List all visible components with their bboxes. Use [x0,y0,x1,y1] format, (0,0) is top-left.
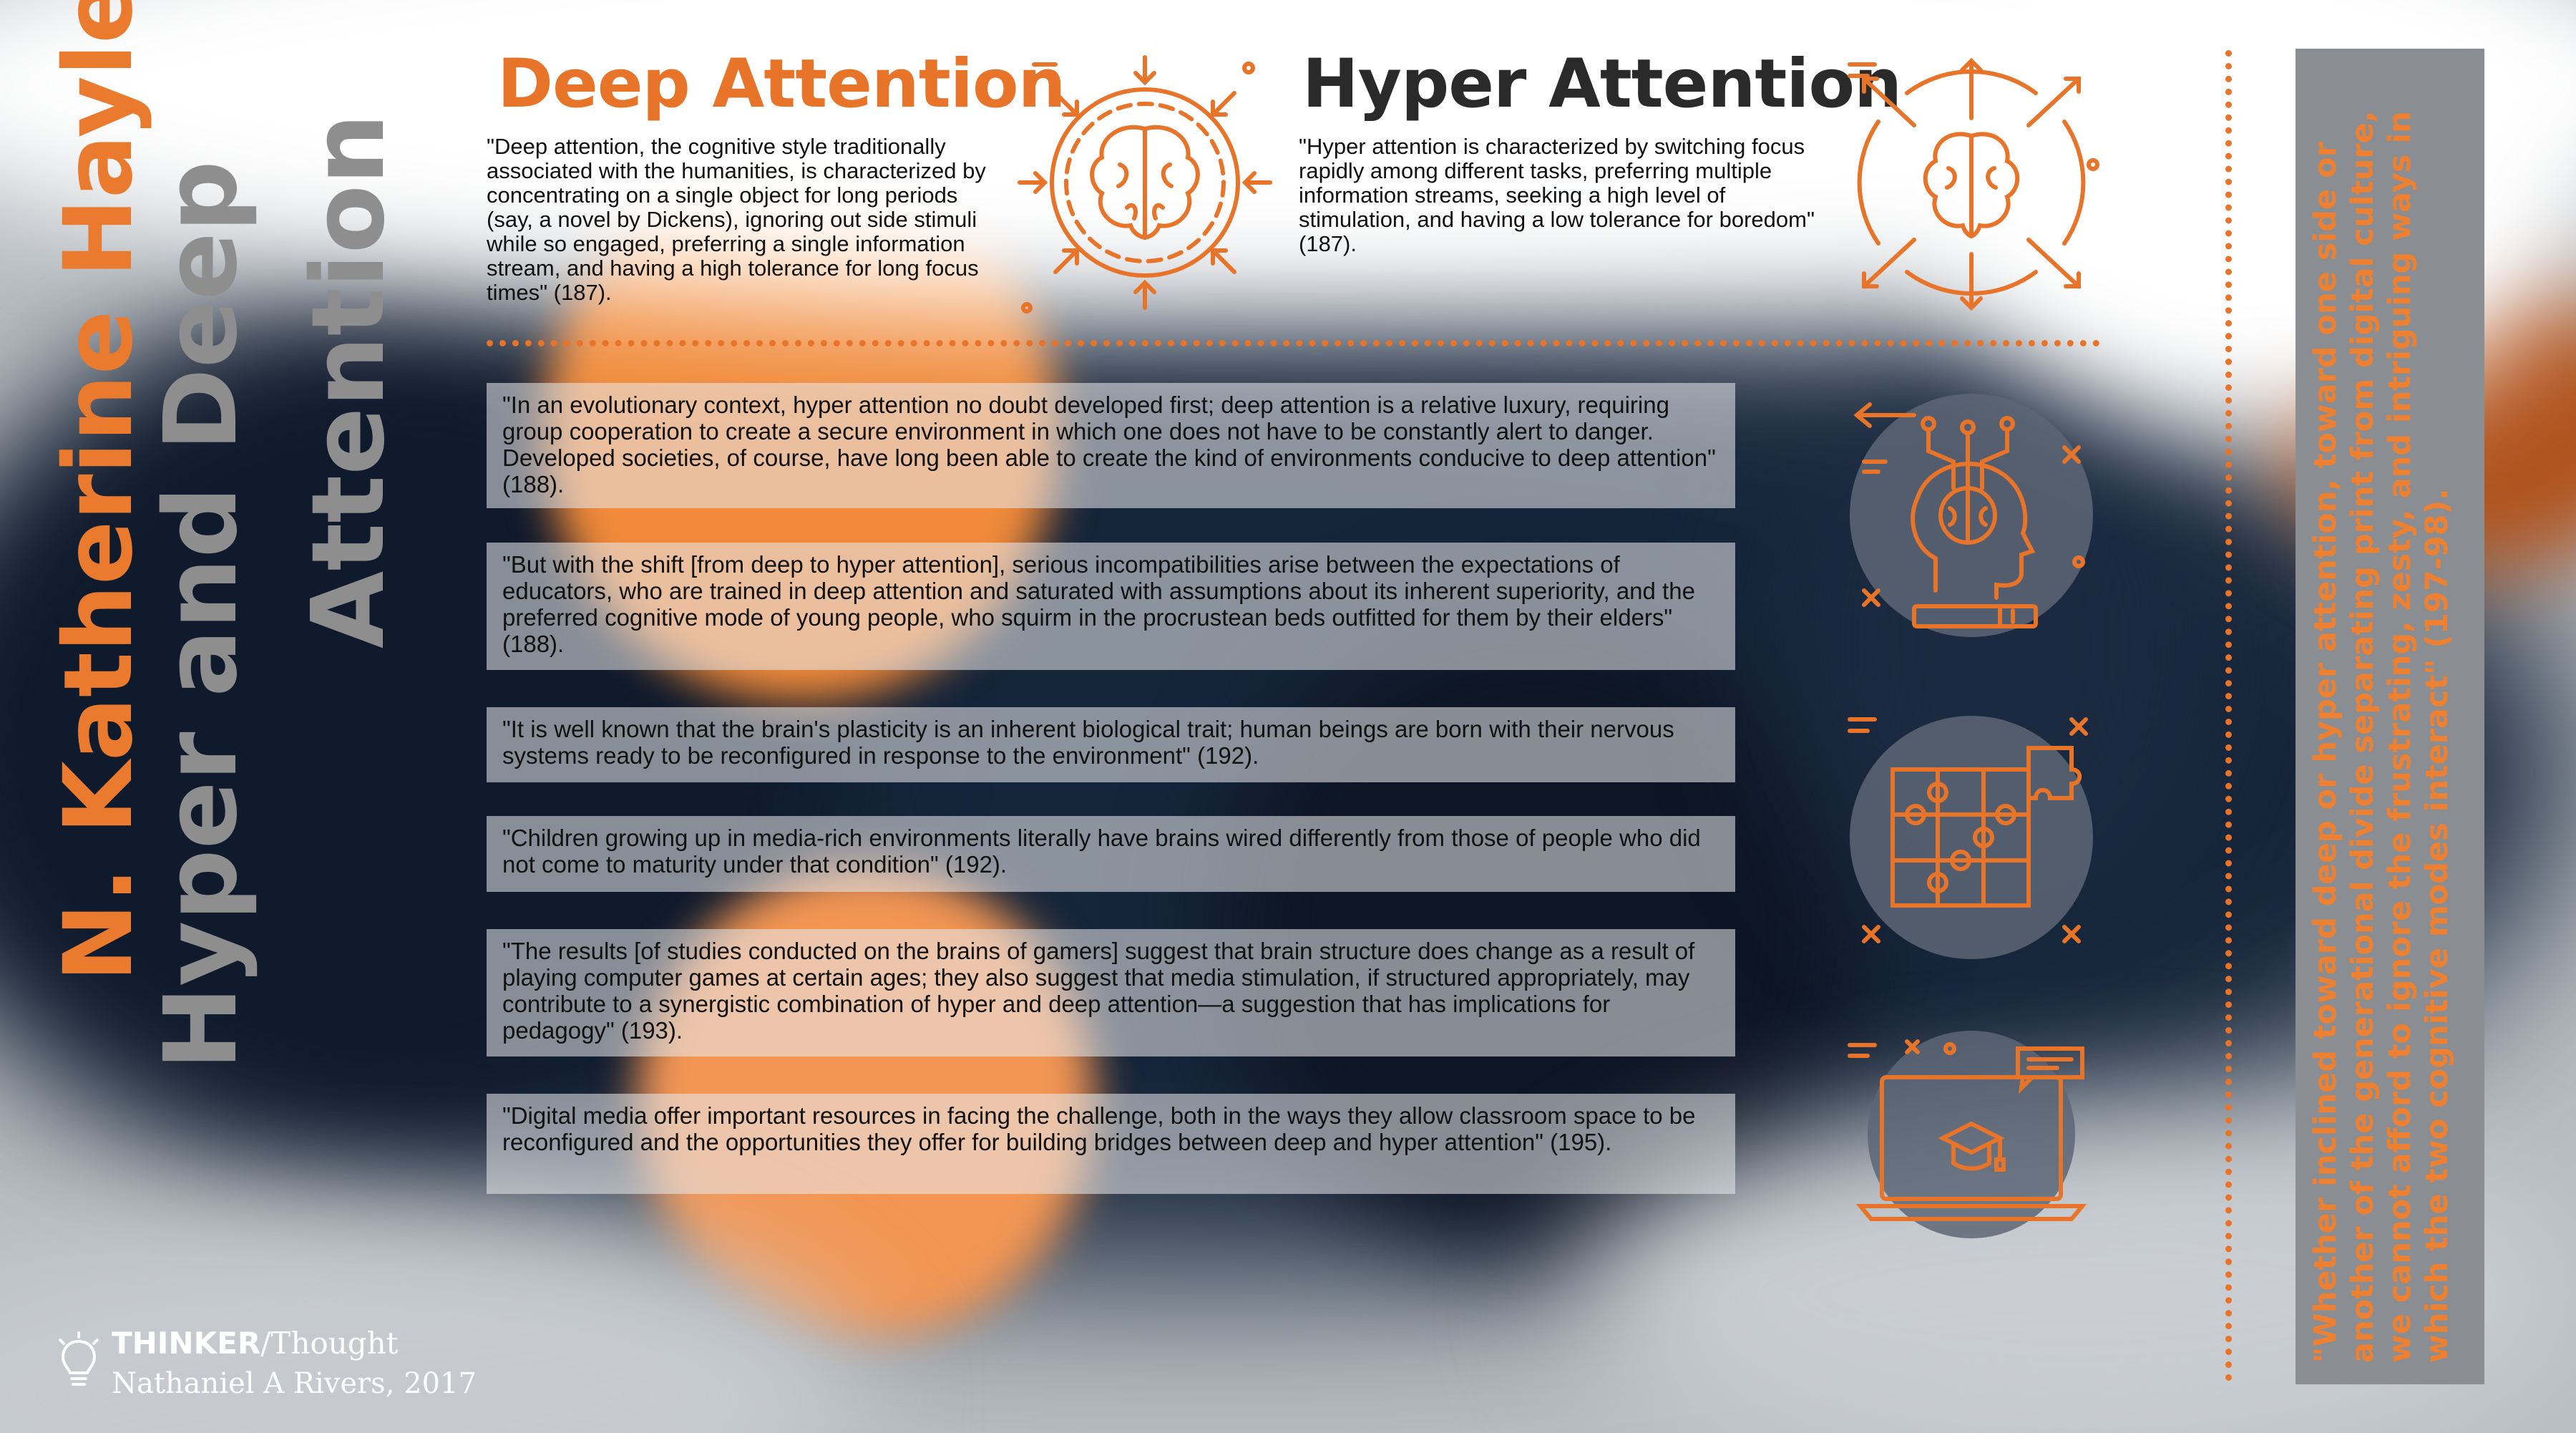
side-quote-box: "Whether inclined toward deep or hyper a… [2296,49,2484,1384]
deep-attention-text: "Deep attention, the cognitive style tra… [487,134,986,305]
hyper-attention-text: "Hyper attention is characterized by swi… [1299,134,1815,256]
brain-scatter-icon [1835,50,2107,315]
horizontal-dotted-divider [487,340,2100,346]
quote-box: "The results [of studies conducted on th… [487,929,1735,1056]
lightbulb-icon [56,1331,102,1391]
vertical-dotted-divider [2225,50,2232,1381]
footer-credit: THINKER/Thought Nathaniel A Rivers, 2017 [56,1326,514,1404]
quote-box: "It is well known that the brain's plast… [487,707,1735,782]
head-network-icon [1835,383,2107,648]
vertical-title: N. Katherine Hayles Hyper and Deep Atten… [0,0,458,1088]
brand-light: /Thought [260,1326,399,1361]
title-line-hyper-and-deep: Hyper and Deep [143,160,260,1070]
footer-author: Nathaniel A Rivers, 2017 [112,1367,477,1400]
deep-attention-heading: Deep Attention [497,45,1065,123]
quote-box: "But with the shift [from deep to hyper … [487,543,1735,670]
quote-box: "In an evolutionary context, hyper atten… [487,383,1735,508]
footer-brand: THINKER/Thought [112,1326,399,1361]
quote-box: "Digital media offer important resources… [487,1094,1735,1194]
author-name: N. Katherine Hayles [44,0,154,982]
puzzle-icon [1835,705,2107,970]
title-line-attention: Attention [291,113,407,649]
quote-box: "Children growing up in media-rich envir… [487,816,1735,892]
hyper-attention-heading: Hyper Attention [1302,45,1902,123]
laptop-graduation-icon [1835,1027,2107,1242]
side-quote-text: "Whether inclined toward deep or hyper a… [2308,110,2455,1363]
brand-bold: THINKER [112,1326,261,1361]
brain-focus-icon [1013,50,1277,315]
